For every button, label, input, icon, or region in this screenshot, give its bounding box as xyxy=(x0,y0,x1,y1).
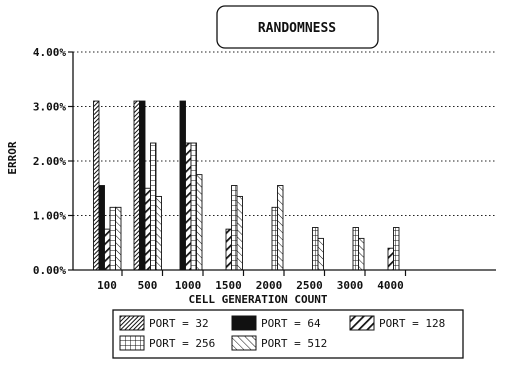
legend-label: PORT = 512 xyxy=(261,337,327,350)
x-tick-label: 2500 xyxy=(296,279,323,292)
bar-1000-port-64 xyxy=(179,100,186,271)
y-tick-labels: 0.00% 1.00% 2.00% 3.00% 4.00% xyxy=(33,46,66,277)
legend-label: PORT = 32 xyxy=(149,317,209,330)
bar-2000-port-512 xyxy=(277,185,284,271)
x-tick-label: 4000 xyxy=(377,279,404,292)
y-tick-label: 3.00% xyxy=(33,101,66,114)
title-box xyxy=(216,5,379,49)
y-tick-label: 2.00% xyxy=(33,155,66,168)
y-axis-label: ERROR xyxy=(6,141,19,174)
bar-500-port-64 xyxy=(139,100,146,271)
bar-500-port-256 xyxy=(150,142,157,271)
bar-1000-port-512 xyxy=(196,174,203,271)
x-tick-labels: 100 500 1000 1500 2000 2500 3000 4000 xyxy=(97,279,404,292)
bar-1500-port-128 xyxy=(225,228,232,271)
x-tick-label: 3000 xyxy=(337,279,364,292)
gridlines xyxy=(68,51,496,276)
bar-4000-port-256 xyxy=(393,227,400,271)
legend-swatch xyxy=(231,335,257,351)
bar-2500-port-512 xyxy=(317,237,324,271)
chart-title: RANDOMNESS xyxy=(258,21,336,36)
legend-label: PORT = 128 xyxy=(379,317,445,330)
bar-1500-port-512 xyxy=(236,195,243,271)
bar-500-port-512 xyxy=(155,195,162,271)
x-tick-label: 2000 xyxy=(256,279,283,292)
bar-1000-port-256 xyxy=(190,142,197,271)
y-tick-label: 0.00% xyxy=(33,264,66,277)
legend-swatch xyxy=(119,315,145,331)
bar-2500-port-256 xyxy=(312,227,319,271)
x-tick-label: 100 xyxy=(97,279,117,292)
bar-2000-port-256 xyxy=(271,206,278,271)
bar-3000-port-512 xyxy=(358,237,365,271)
bar-500-port-32 xyxy=(133,100,140,271)
legend-label: PORT = 256 xyxy=(149,337,215,350)
bar-1000-port-128 xyxy=(185,142,192,271)
bars xyxy=(93,100,400,271)
y-tick-label: 4.00% xyxy=(33,46,66,59)
legend-swatch xyxy=(231,315,257,331)
bar-100-port-64 xyxy=(98,185,105,271)
x-axis-label: CELL GENERATION COUNT xyxy=(188,293,327,306)
bar-1500-port-256 xyxy=(231,185,238,271)
legend-label: PORT = 64 xyxy=(261,317,321,330)
bar-100-port-32 xyxy=(93,100,100,271)
legend-box xyxy=(112,309,464,359)
legend-swatch xyxy=(349,315,375,331)
x-tick-label: 1500 xyxy=(215,279,242,292)
x-tick-label: 1000 xyxy=(175,279,202,292)
y-tick-label: 1.00% xyxy=(33,210,66,223)
bar-100-port-256 xyxy=(109,206,116,271)
bar-4000-port-128 xyxy=(387,247,394,271)
bar-3000-port-256 xyxy=(352,227,359,271)
legend-swatch xyxy=(119,335,145,351)
legend: PORT = 32 PORT = 64 PORT = 128 PORT = 256 PO… xyxy=(119,315,445,351)
x-tick-label: 500 xyxy=(138,279,158,292)
bar-500-port-128 xyxy=(144,187,151,271)
bar-100-port-128 xyxy=(104,228,111,271)
bar-100-port-512 xyxy=(115,206,122,271)
